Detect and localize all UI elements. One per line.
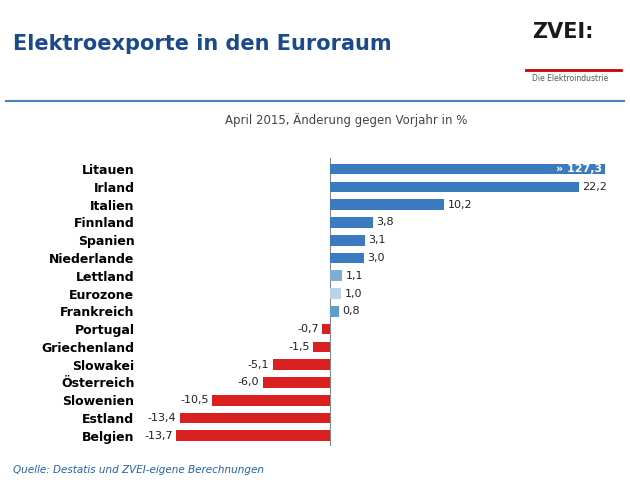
Bar <box>330 270 342 281</box>
Text: April 2015, Änderung gegen Vorjahr in %: April 2015, Änderung gegen Vorjahr in % <box>226 113 467 127</box>
Text: 3,0: 3,0 <box>367 253 384 263</box>
Bar <box>330 181 579 192</box>
Text: Quelle: Destatis und ZVEI-eigene Berechnungen: Quelle: Destatis und ZVEI-eigene Berechn… <box>13 465 263 475</box>
Text: » 127,3: » 127,3 <box>556 164 602 174</box>
Text: 10,2: 10,2 <box>448 200 472 210</box>
Bar <box>330 288 341 299</box>
Text: Elektroexporte in den Euroraum: Elektroexporte in den Euroraum <box>13 34 391 54</box>
Text: -6,0: -6,0 <box>238 377 260 387</box>
Bar <box>330 306 339 317</box>
Text: -1,5: -1,5 <box>289 342 310 352</box>
Bar <box>330 252 364 264</box>
Text: ZVEI:: ZVEI: <box>532 22 594 42</box>
Text: -13,4: -13,4 <box>147 413 176 423</box>
Bar <box>176 431 330 441</box>
Text: -5,1: -5,1 <box>248 360 270 370</box>
Bar <box>330 235 365 245</box>
Text: -0,7: -0,7 <box>297 324 319 334</box>
Text: 3,1: 3,1 <box>368 235 386 245</box>
Bar <box>212 395 330 406</box>
Text: 1,1: 1,1 <box>346 271 363 281</box>
Bar <box>263 377 330 388</box>
Text: 3,8: 3,8 <box>376 217 394 228</box>
Text: Die Elektroindustrie: Die Elektroindustrie <box>532 74 609 84</box>
Text: -10,5: -10,5 <box>180 395 209 405</box>
Text: 0,8: 0,8 <box>342 306 360 316</box>
Bar <box>330 164 605 174</box>
Bar <box>313 341 330 352</box>
Text: -13,7: -13,7 <box>144 431 173 441</box>
Bar <box>180 413 330 423</box>
Text: 1,0: 1,0 <box>345 288 362 299</box>
Bar <box>330 217 372 228</box>
Text: 22,2: 22,2 <box>582 182 607 192</box>
Bar <box>330 199 444 210</box>
Bar <box>322 324 330 335</box>
Bar <box>273 360 330 370</box>
